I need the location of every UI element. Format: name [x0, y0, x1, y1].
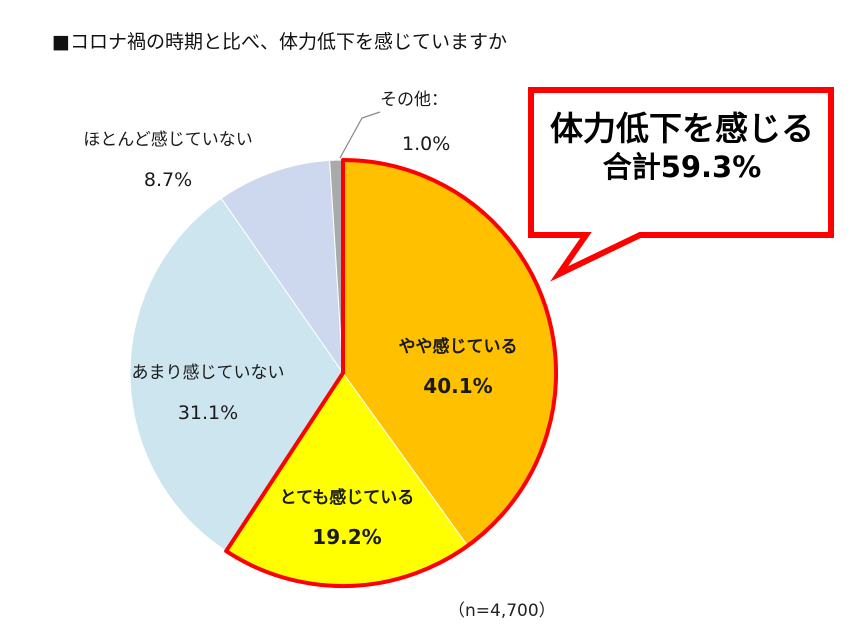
pie-slice-2 — [129, 197, 344, 552]
slice-value-1: 19.2% — [312, 525, 381, 549]
leader-line-other — [339, 111, 381, 159]
slice-value-0: 40.1% — [423, 374, 492, 398]
callout-line2: 合計59.3% — [602, 150, 762, 185]
highlight-outline — [224, 158, 558, 588]
pie-slice-3 — [220, 159, 344, 375]
slice-label-2: あまり感じていない — [132, 363, 285, 383]
chart-title: ■コロナ禍の時期と比べ、体力低下を感じていますか — [52, 31, 507, 53]
sample-size: （n=4,700） — [448, 601, 556, 621]
slice-value-4: 1.0% — [402, 133, 450, 155]
slice-label-3: ほとんど感じていない — [83, 130, 253, 150]
callout-line1: 体力低下を感じる — [550, 109, 814, 148]
slice-labels: やや感じている 40.1% とても感じている 19.2% あまり感じていない 31.1% ほ… — [83, 90, 517, 549]
pie-slices — [129, 159, 557, 587]
slice-label-4: その他： — [380, 90, 448, 110]
callout-box — [528, 87, 834, 282]
callout-text: 体力低下を感じる 合計59.3% — [527, 108, 837, 186]
slice-value-3: 8.7% — [144, 169, 192, 191]
slice-value-2: 31.1% — [178, 402, 238, 424]
slice-label-1: とても感じている — [280, 487, 415, 508]
slice-label-0: やや感じている — [399, 336, 518, 357]
